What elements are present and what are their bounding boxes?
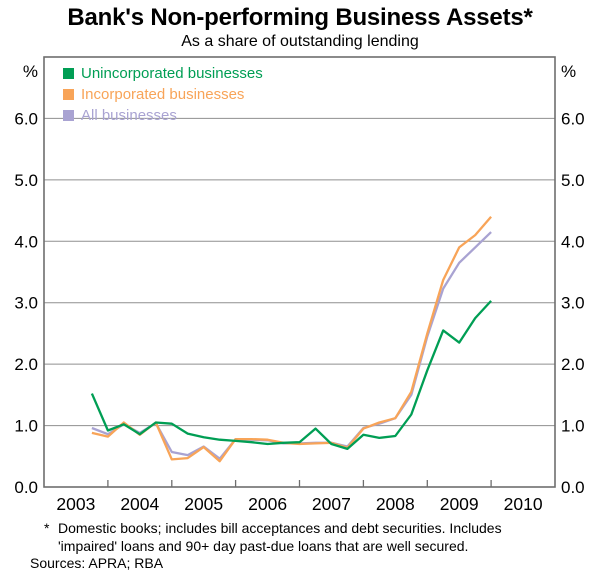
- chart-footnote: * Domestic books; includes bill acceptan…: [30, 519, 585, 555]
- legend-swatch-incorporated-icon: [63, 89, 74, 100]
- chart-sources: Sources: APRA; RBA: [30, 555, 164, 571]
- footnote-marker: *: [44, 520, 50, 536]
- chart-subtitle: As a share of outstanding lending: [181, 33, 419, 50]
- chart-title: Bank's Non-performing Business Assets*: [67, 4, 533, 31]
- y-tick-label-left: 2.0: [14, 355, 38, 374]
- y-tick-label-left: 1.0: [14, 417, 38, 436]
- y-tick-label-left: 4.0: [14, 232, 38, 251]
- y-tick-label-right: 2.0: [561, 355, 585, 374]
- footnote-line-2: 'impaired' loans and 90+ day past-due lo…: [58, 538, 469, 554]
- y-tick-label-right: 3.0: [561, 294, 585, 313]
- legend-swatch-all-businesses-icon: [63, 110, 74, 121]
- legend-label-unincorporated: Unincorporated businesses: [81, 65, 263, 82]
- footnote-text: Domestic books; includes bill acceptance…: [58, 519, 585, 555]
- footnote-row: * Domestic books; includes bill acceptan…: [30, 519, 585, 555]
- y-tick-label-right: 4.0: [561, 232, 585, 251]
- legend-item-unincorporated: Unincorporated businesses: [63, 63, 263, 84]
- y-axis-unit-left: %: [23, 62, 38, 81]
- legend-item-incorporated: Incorporated businesses: [63, 84, 263, 105]
- x-tick-label: 2010: [504, 494, 543, 514]
- x-tick-label: 2003: [56, 494, 95, 514]
- plot-border: [43, 56, 556, 488]
- y-tick-label-left: 0.0: [14, 478, 38, 497]
- y-axis-unit-right: %: [561, 62, 576, 81]
- x-tick-label: 2004: [120, 494, 159, 514]
- legend-swatch-unincorporated-icon: [63, 68, 74, 79]
- x-tick-label: 2009: [440, 494, 479, 514]
- y-tick-label-right: 0.0: [561, 478, 585, 497]
- x-tick-label: 2005: [184, 494, 223, 514]
- chart-legend: Unincorporated businesses Incorporated b…: [63, 63, 263, 126]
- x-tick-label: 2008: [376, 494, 415, 514]
- y-tick-label-right: 1.0: [561, 417, 585, 436]
- series-line-unincorporated: [90, 300, 492, 451]
- y-tick-label-left: 6.0: [14, 109, 38, 128]
- x-tick-label: 2006: [248, 494, 287, 514]
- y-tick-label-right: 5.0: [561, 171, 585, 190]
- y-tick-label-left: 3.0: [14, 294, 38, 313]
- legend-label-all-businesses: All businesses: [81, 107, 177, 124]
- footnote-line-1: Domestic books; includes bill acceptance…: [58, 520, 502, 536]
- x-tick-label: 2007: [312, 494, 351, 514]
- y-tick-label-left: 5.0: [14, 171, 38, 190]
- legend-label-incorporated: Incorporated businesses: [81, 86, 245, 103]
- legend-item-all-businesses: All businesses: [63, 105, 263, 126]
- y-tick-label-right: 6.0: [561, 109, 585, 128]
